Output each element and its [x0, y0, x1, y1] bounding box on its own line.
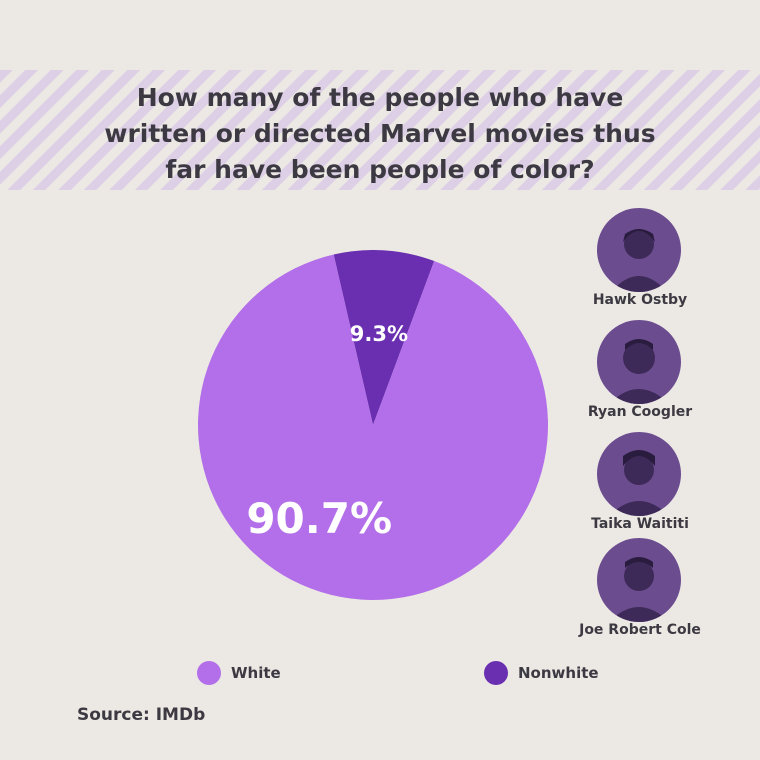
- pie-slice-white: [198, 254, 548, 600]
- title-line: far have been people of color?: [165, 155, 595, 184]
- person-name: Hawk Ostby: [592, 292, 688, 308]
- pie-chart: 90.7% 9.3%: [198, 250, 548, 600]
- source-note: Source: IMDb: [77, 705, 206, 725]
- avatar: [597, 208, 681, 292]
- person-name: Joe Robert Cole: [579, 622, 701, 638]
- slice-label-white: 90.7%: [246, 494, 392, 543]
- avatar: [597, 538, 681, 622]
- legend-label: Nonwhite: [518, 664, 599, 682]
- avatar: [597, 320, 681, 404]
- person-name: Taika Waititi: [591, 516, 689, 532]
- legend-item-white: White: [197, 660, 281, 686]
- chart-title: How many of the people who have written …: [95, 80, 665, 188]
- legend-swatch: [197, 661, 221, 685]
- legend-item-nonwhite: Nonwhite: [484, 660, 599, 686]
- person-hawk-ostby: Hawk Ostby: [560, 208, 740, 316]
- title-line: How many of the people who have: [136, 83, 624, 112]
- legend-swatch: [484, 661, 508, 685]
- title-stripe-band: [0, 70, 760, 190]
- legend-label: White: [231, 664, 281, 682]
- person-joe-robert-cole: Joe Robert Cole: [560, 538, 740, 646]
- person-taika-waititi: Taika Waititi: [560, 432, 740, 540]
- avatar: [597, 432, 681, 516]
- title-line: written or directed Marvel movies thus: [104, 119, 656, 148]
- pie-slice-nonwhite: [333, 250, 435, 425]
- person-ryan-coogler: Ryan Coogler: [560, 320, 740, 428]
- slice-label-nonwhite: 9.3%: [350, 322, 408, 346]
- person-name: Ryan Coogler: [587, 404, 693, 420]
